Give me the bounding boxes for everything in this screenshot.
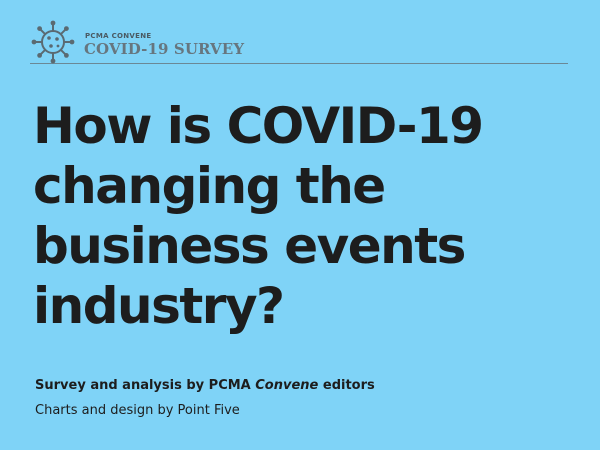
coronavirus-icon	[31, 20, 75, 64]
headline-line-4: industry?	[33, 277, 285, 335]
survey-credit: Survey and analysis by PCMA Convene edit…	[35, 378, 375, 393]
survey-credit-prefix: Survey and analysis by PCMA	[35, 378, 256, 393]
headline: How is COVID-19 changing the business ev…	[33, 96, 593, 336]
masthead: PCMA CONVENE COVID-19 SURVEY	[30, 20, 568, 64]
survey-credit-publication: Convene	[255, 378, 319, 393]
series-title: COVID-19 SURVEY	[84, 40, 245, 58]
headline-line-2: changing the	[33, 157, 386, 215]
headline-line-3: business events	[33, 217, 466, 275]
survey-credit-suffix: editors	[318, 378, 375, 393]
publisher-label: PCMA CONVENE	[85, 32, 152, 40]
design-credit: Charts and design by Point Five	[35, 403, 240, 418]
headline-line-1: How is COVID-19	[33, 97, 484, 155]
